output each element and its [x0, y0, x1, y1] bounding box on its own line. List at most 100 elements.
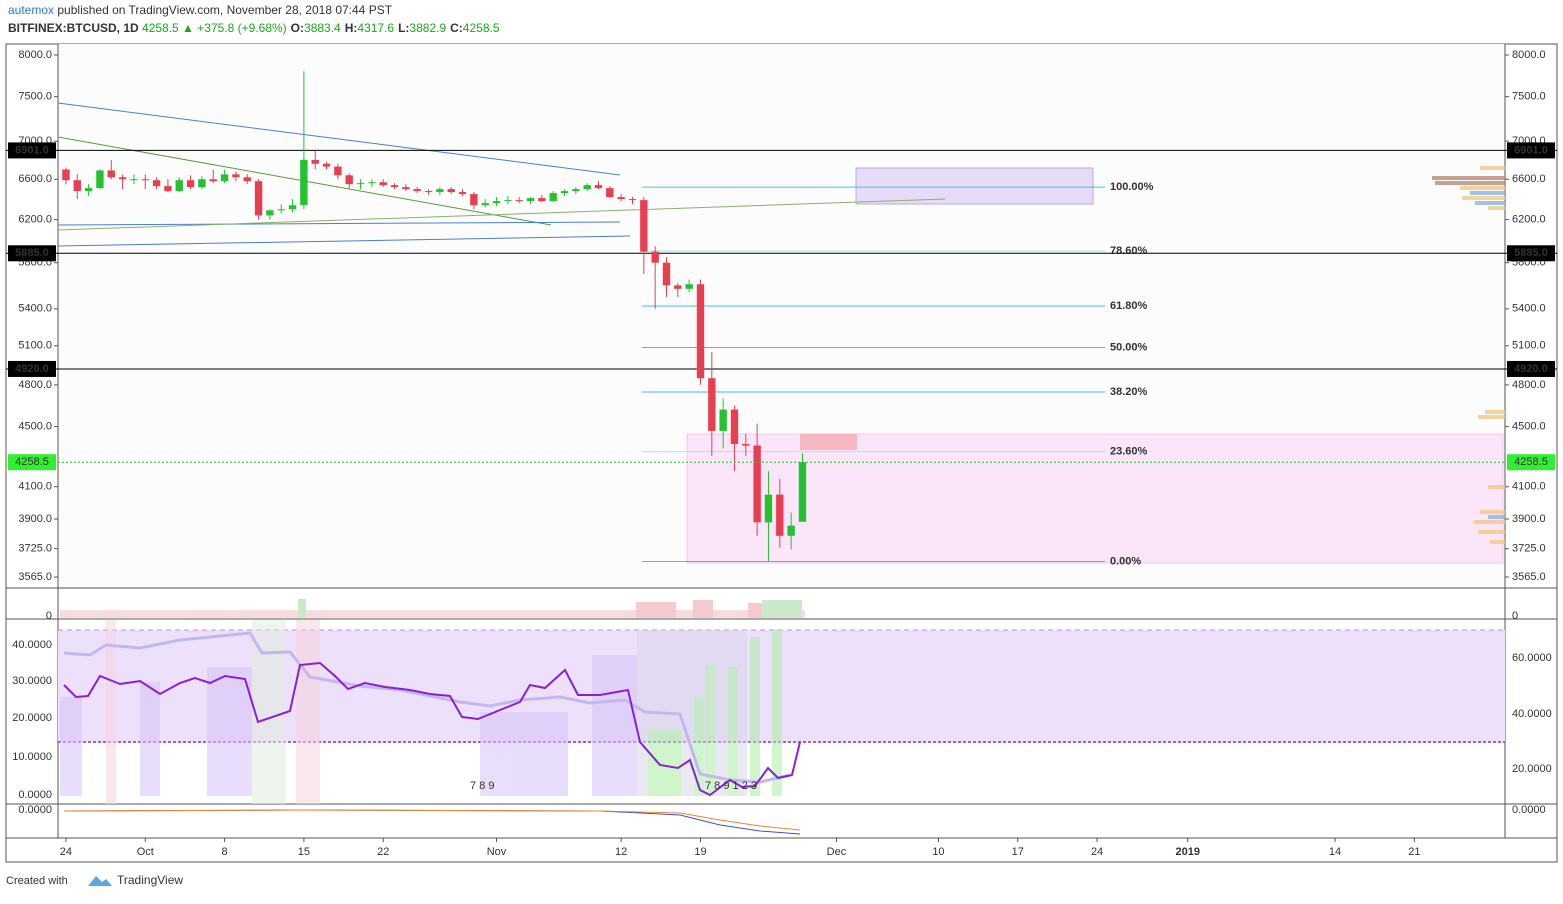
candle-body	[447, 189, 455, 193]
candle-body	[719, 409, 727, 431]
candle-body	[436, 189, 444, 193]
candle-body	[662, 262, 671, 286]
candle-body	[220, 174, 229, 182]
candle-body	[572, 189, 580, 192]
volume-label: 0	[1512, 610, 1518, 622]
candle-body	[288, 205, 297, 210]
trendline	[57, 235, 631, 247]
y-tick-label: 5400.0	[18, 303, 52, 315]
candle-body	[107, 170, 115, 178]
candle-body	[764, 494, 773, 523]
price-label-box	[1507, 245, 1555, 262]
osc-label: 60.0000	[1512, 652, 1552, 664]
last-price-box	[1507, 454, 1555, 471]
count-label: 7 8 9 1 2 3	[705, 780, 757, 792]
candle-body	[152, 180, 161, 187]
macd-label: 0.0000	[18, 804, 52, 816]
range-box	[686, 433, 1504, 564]
candle-body	[504, 200, 512, 202]
y-tick-label: 4500.0	[18, 421, 52, 433]
y-tick-label: 6200.0	[1512, 214, 1546, 226]
volume-profile	[1432, 166, 1505, 544]
x-tick-label: 8	[222, 846, 228, 858]
x-tick-label: 24	[1091, 846, 1103, 858]
x-tick-label: 15	[298, 846, 310, 858]
candle-body	[379, 182, 387, 186]
candle-body	[776, 494, 784, 536]
osc-label: 0.0000	[18, 789, 52, 801]
fib-label: 50.00%	[1110, 341, 1148, 353]
y-tick-label: 3565.0	[18, 571, 52, 583]
osc-signal	[63, 631, 791, 784]
ohlc-value: 3882.9	[409, 21, 446, 35]
candle-body	[470, 194, 478, 206]
candle-body	[334, 166, 342, 176]
candle-body	[515, 200, 523, 202]
count-label: 7 8 9	[470, 780, 494, 792]
price-label: 5885.0	[1514, 247, 1548, 259]
tv-logo	[88, 876, 112, 886]
price-label-box	[1507, 142, 1555, 159]
x-tick-label: Oct	[137, 846, 154, 858]
candle-body	[300, 159, 308, 206]
footer-brand[interactable]: TradingView	[117, 873, 183, 887]
candle-body	[742, 444, 750, 446]
x-tick-label: 24	[60, 846, 72, 858]
candle-body	[243, 177, 251, 182]
price-label-box	[1507, 360, 1555, 377]
y-tick-label: 6200.0	[18, 214, 52, 226]
y-tick-label: 7500.0	[18, 91, 52, 103]
symbol: BITFINEX:BTCUSD, 1D	[8, 21, 139, 35]
candle-body	[492, 201, 501, 204]
candle-body	[674, 285, 682, 289]
y-tick-label: 8000.0	[18, 49, 52, 61]
candle-body	[798, 462, 807, 522]
header-line: autemox published on TradingView.com, No…	[8, 3, 393, 17]
change: 4258.5 ▲ +375.8 (+9.68%)	[142, 21, 287, 35]
price-label: 5885.0	[15, 247, 49, 259]
candle-body	[62, 169, 70, 181]
y-tick-label: 3900.0	[18, 513, 52, 525]
candle-body	[198, 179, 206, 188]
candle-body	[526, 198, 535, 202]
candle-body	[696, 284, 705, 379]
x-tick-label: 21	[1408, 846, 1420, 858]
x-tick-label: 17	[1012, 846, 1024, 858]
candle-body	[266, 210, 274, 216]
candle-body	[481, 203, 489, 206]
candle-body	[651, 251, 659, 263]
candle-body	[277, 209, 285, 211]
trendline	[57, 221, 621, 226]
candle-body	[254, 181, 263, 216]
candle-body	[685, 284, 693, 289]
ohlc-key: L:	[398, 21, 409, 35]
y-tick-label: 3565.0	[1512, 571, 1546, 583]
osc-label: 40.0000	[12, 639, 52, 651]
candle-body	[640, 200, 648, 252]
candle-body	[594, 185, 603, 189]
y-tick-label: 4800.0	[1512, 379, 1546, 391]
y-tick-label: 4100.0	[1512, 481, 1546, 493]
candle-body	[73, 180, 81, 192]
price-label-box	[8, 360, 56, 377]
candle-body	[458, 192, 467, 195]
candle-body	[606, 188, 614, 198]
author[interactable]: autemox	[8, 3, 54, 17]
candle-body	[84, 188, 93, 192]
fib-label: 61.80%	[1110, 300, 1148, 312]
candle-body	[186, 180, 195, 188]
x-tick-label: 14	[1329, 846, 1341, 858]
y-tick-label: 3900.0	[1512, 513, 1546, 525]
osc-label: 30.0000	[12, 675, 52, 687]
ohlc-key: H:	[345, 21, 358, 35]
candle-body	[322, 163, 331, 167]
y-tick-label: 7500.0	[1512, 91, 1546, 103]
candle-body	[708, 378, 716, 431]
x-tick-label: 10	[932, 846, 944, 858]
candle-body	[209, 179, 217, 182]
footer-text: Created with	[6, 875, 68, 887]
x-tick-label: 22	[377, 846, 389, 858]
candle-body	[787, 525, 795, 536]
osc-label: 20.0000	[12, 712, 52, 724]
